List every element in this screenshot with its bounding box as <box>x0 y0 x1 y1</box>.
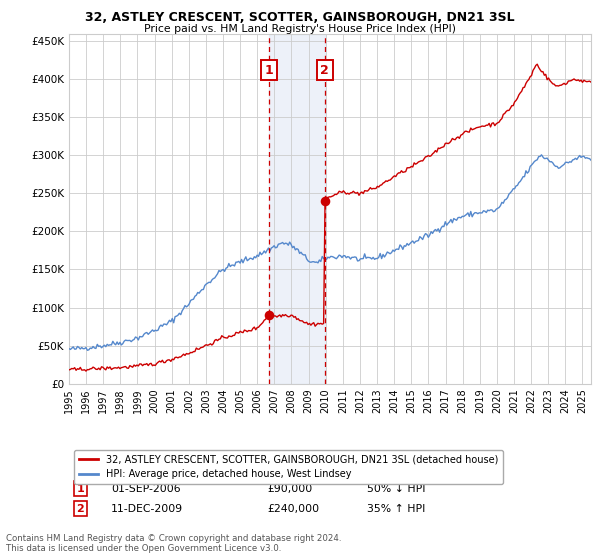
Text: 1: 1 <box>77 484 85 493</box>
Text: 1: 1 <box>265 64 273 77</box>
Point <box>264 311 274 320</box>
Text: 2: 2 <box>320 64 329 77</box>
Text: 2: 2 <box>77 504 85 514</box>
Text: 35% ↑ HPI: 35% ↑ HPI <box>367 504 425 514</box>
Text: Contains HM Land Registry data © Crown copyright and database right 2024.
This d: Contains HM Land Registry data © Crown c… <box>6 534 341 553</box>
Text: £240,000: £240,000 <box>268 504 319 514</box>
Text: 32, ASTLEY CRESCENT, SCOTTER, GAINSBOROUGH, DN21 3SL: 32, ASTLEY CRESCENT, SCOTTER, GAINSBOROU… <box>85 11 515 24</box>
Point <box>320 197 329 206</box>
Text: 50% ↓ HPI: 50% ↓ HPI <box>367 484 425 493</box>
Text: 11-DEC-2009: 11-DEC-2009 <box>111 504 183 514</box>
Legend: 32, ASTLEY CRESCENT, SCOTTER, GAINSBOROUGH, DN21 3SL (detached house), HPI: Aver: 32, ASTLEY CRESCENT, SCOTTER, GAINSBOROU… <box>74 450 503 484</box>
Text: 01-SEP-2006: 01-SEP-2006 <box>111 484 181 493</box>
Bar <box>269 34 325 384</box>
Text: £90,000: £90,000 <box>268 484 313 493</box>
Text: Price paid vs. HM Land Registry's House Price Index (HPI): Price paid vs. HM Land Registry's House … <box>144 24 456 34</box>
